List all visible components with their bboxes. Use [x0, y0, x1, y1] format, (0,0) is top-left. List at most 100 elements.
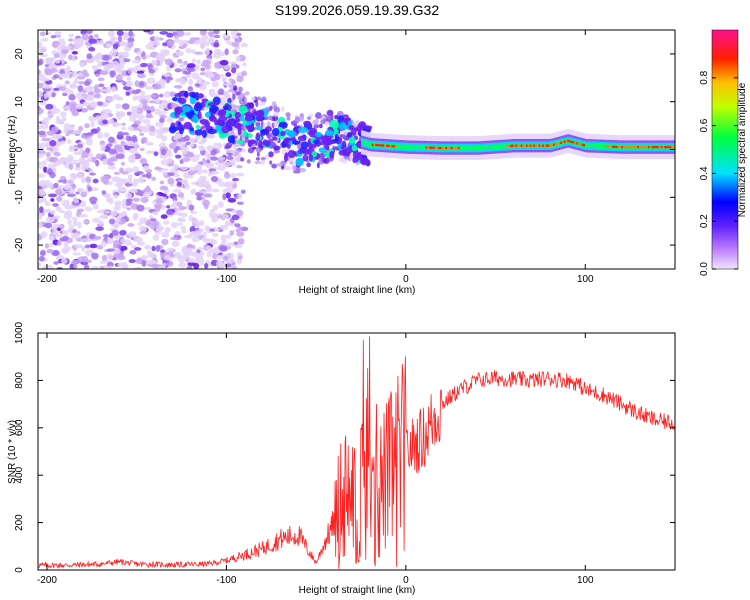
heatmap-cell [244, 96, 248, 103]
heatmap-cell [130, 188, 138, 194]
heatmap-cell [38, 142, 41, 147]
heatmap-cell [306, 162, 311, 168]
heatmap-cell [178, 39, 185, 47]
heatmap-cell [198, 189, 208, 194]
heatmap-cell [176, 58, 183, 64]
heatmap-cell [316, 162, 320, 169]
heatmap-cell [225, 242, 235, 247]
heatmap-cell [337, 115, 345, 121]
heatmap-cell [224, 183, 232, 188]
heatmap-cell [38, 107, 44, 115]
heatmap-cell [223, 92, 231, 99]
ytick-label: 20 [14, 48, 25, 60]
heatmap-cell [104, 193, 112, 199]
heatmap-cell [171, 240, 180, 248]
heatmap-cell [115, 74, 123, 81]
heatmap-cell [139, 217, 147, 224]
heatmap-cell [155, 59, 161, 67]
heatmap-cell [204, 121, 211, 128]
heatmap-cell [161, 231, 170, 238]
heatmap-cell [207, 173, 212, 177]
heatmap-cell [246, 159, 251, 164]
ytick-label: 800 [14, 372, 25, 389]
heatmap-cell [640, 145, 644, 149]
heatmap-cell [544, 144, 547, 147]
heatmap-cell [74, 166, 81, 171]
heatmap-cell [271, 127, 280, 137]
heatmap-cell [416, 145, 419, 150]
heatmap-cell [213, 30, 220, 35]
heatmap-cell [84, 123, 90, 129]
heatmap-cell [144, 85, 154, 90]
heatmap-cell [314, 132, 323, 138]
heatmap-cell [54, 59, 61, 64]
heatmap-cell [234, 111, 241, 119]
heatmap-cell [238, 105, 248, 115]
heatmap-cell [218, 64, 224, 69]
heatmap-cell [495, 144, 498, 150]
heatmap-cell [145, 94, 151, 102]
heatmap-cell [49, 140, 57, 147]
heatmap-cell [199, 30, 207, 36]
heatmap-cell [457, 146, 461, 150]
heatmap-cell [182, 105, 192, 113]
heatmap-cell [116, 153, 125, 160]
heatmap-cell [438, 146, 441, 150]
heatmap-cell [145, 115, 154, 119]
heatmap-cell [125, 80, 134, 88]
heatmap-cell [247, 133, 253, 139]
heatmap-cell [176, 50, 184, 57]
heatmap-cell [166, 260, 174, 267]
heatmap-cell [199, 72, 207, 76]
heatmap-cell [76, 150, 83, 155]
heatmap-cell [236, 230, 245, 237]
heatmap-cell [212, 204, 219, 211]
heatmap-cell [338, 149, 346, 156]
heatmap-cell [499, 144, 502, 150]
heatmap-cell [644, 145, 647, 149]
heatmap-cell [118, 56, 124, 64]
heatmap-cell [109, 50, 117, 57]
heatmap-cell [653, 145, 656, 149]
heatmap-cell [235, 243, 243, 249]
heatmap-cell [141, 174, 150, 178]
heatmap-cell [224, 220, 232, 227]
heatmap-cell [96, 126, 101, 133]
heatmap-cell [197, 168, 203, 175]
heatmap-cell [221, 213, 229, 220]
heatmap-cell [161, 135, 168, 142]
heatmap-cell [298, 149, 303, 155]
heatmap-cell [75, 172, 84, 179]
heatmap-cell [407, 144, 410, 150]
heatmap-cell [89, 172, 96, 176]
heatmap-cell [188, 78, 194, 86]
heatmap-cell [50, 198, 55, 202]
heatmap-cell [466, 145, 470, 151]
heatmap-cell [236, 165, 243, 169]
heatmap-cell [129, 250, 137, 255]
heatmap-cell [168, 76, 173, 81]
heatmap-cell [63, 241, 69, 248]
heatmap-cell [256, 151, 260, 157]
heatmap-cell [166, 65, 171, 72]
heatmap-cell [235, 38, 242, 43]
heatmap-cell [209, 248, 214, 254]
heatmap-cell [113, 194, 119, 199]
heatmap-cell [298, 115, 305, 122]
heatmap-cell [38, 74, 46, 81]
snr-series-line [38, 336, 675, 569]
heatmap-cell [630, 145, 633, 149]
heatmap-cell [159, 31, 169, 35]
heatmap-cell [219, 73, 225, 78]
heatmap-cell [284, 137, 290, 145]
heatmap-cell [180, 212, 188, 218]
heatmap-cell [324, 120, 330, 127]
heatmap-cell [185, 71, 192, 75]
heatmap-cell [75, 163, 81, 168]
heatmap-cell [56, 206, 62, 212]
heatmap-cell [552, 143, 556, 146]
heatmap-cell [297, 126, 308, 134]
heatmap-cell [100, 144, 106, 152]
heatmap-cell [143, 30, 151, 33]
heatmap-cell [105, 95, 115, 103]
